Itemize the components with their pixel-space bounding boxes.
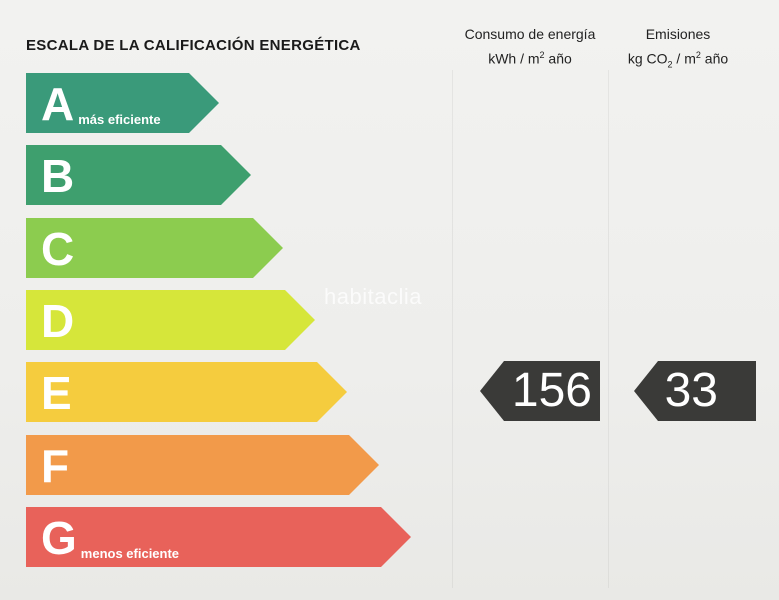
column-divider <box>452 70 453 588</box>
energy-consumption-value: 156 <box>480 361 600 421</box>
rating-letter: A <box>41 78 75 130</box>
rating-caption: menos eficiente <box>80 546 180 561</box>
emissions-header: Emisiones kg CO2 / m2 año <box>610 24 746 75</box>
rating-caption: más eficiente <box>78 112 161 127</box>
rating-letter: B <box>41 150 75 202</box>
rating-bar-c: C <box>26 218 283 278</box>
rating-letter: G <box>41 512 77 564</box>
rating-bar-e: E <box>26 362 347 422</box>
energy-header-line1: Consumo de energía <box>464 26 596 42</box>
rating-letter: C <box>41 223 75 275</box>
energy-header-line2: kWh / m2 año <box>488 50 572 67</box>
rating-letter: D <box>41 295 75 347</box>
rating-bar-d: D <box>26 290 315 350</box>
rating-bar-f: F <box>26 435 379 495</box>
rating-letter: E <box>41 367 72 419</box>
emissions-header-line2: kg CO2 / m2 año <box>627 50 729 70</box>
emissions-header-line1: Emisiones <box>645 26 711 42</box>
label-title: ESCALA DE LA CALIFICACIÓN ENERGÉTICA <box>26 37 361 54</box>
rating-bar-b: B <box>26 145 251 205</box>
rating-letter: F <box>41 440 70 492</box>
column-divider <box>608 70 609 588</box>
emissions-value: 33 <box>634 361 756 421</box>
watermark-text: habitaclia <box>324 284 422 309</box>
energy-consumption-header: Consumo de energía kWh / m2 año <box>452 24 608 70</box>
